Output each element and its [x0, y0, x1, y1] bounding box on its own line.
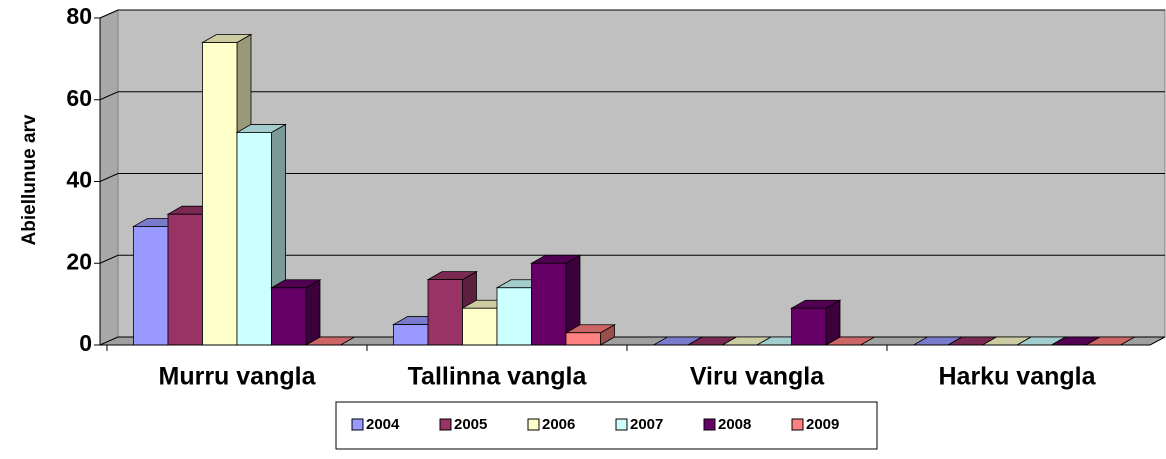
y-tick-label: 20 — [66, 248, 92, 274]
bar — [236, 132, 272, 346]
bar — [393, 324, 429, 346]
bar — [133, 226, 169, 346]
bar — [496, 287, 532, 346]
bar — [271, 287, 307, 346]
x-tick-label: Harku vangla — [938, 363, 1096, 391]
bar — [462, 307, 498, 346]
bar — [427, 279, 463, 346]
grid-line — [99, 9, 1165, 19]
legend-swatch — [439, 418, 452, 431]
legend-swatch — [527, 418, 540, 431]
bar-side — [305, 279, 321, 346]
bar — [167, 213, 203, 346]
bar — [202, 42, 238, 346]
legend-label: 2005 — [454, 416, 487, 433]
x-tick-label: Tallinna vangla — [408, 363, 588, 391]
legend-label: 2009 — [806, 416, 839, 433]
legend-swatch — [351, 418, 364, 431]
bar — [791, 307, 827, 346]
x-tick-label: Viru vangla — [690, 363, 825, 391]
y-tick-label: 0 — [79, 330, 92, 356]
legend-label: 2004 — [366, 416, 400, 433]
grid-line — [99, 173, 1165, 182]
y-tick-label: 40 — [66, 167, 92, 193]
y-tick-label: 80 — [66, 3, 92, 29]
legend-swatch — [615, 418, 628, 431]
legend-label: 2008 — [718, 416, 751, 433]
y-axis-title: Abiellunue arv — [19, 114, 40, 245]
legend-label: 2006 — [542, 416, 575, 433]
grid-line — [99, 91, 1165, 101]
bar — [531, 262, 567, 346]
bar — [565, 332, 601, 346]
legend-label: 2007 — [630, 416, 663, 433]
y-tick-label: 60 — [66, 85, 92, 111]
grid-line — [99, 254, 1165, 264]
legend-swatch — [703, 418, 716, 431]
legend — [335, 401, 878, 450]
x-tick-label: Murru vangla — [159, 363, 317, 391]
legend-swatch — [791, 418, 804, 431]
